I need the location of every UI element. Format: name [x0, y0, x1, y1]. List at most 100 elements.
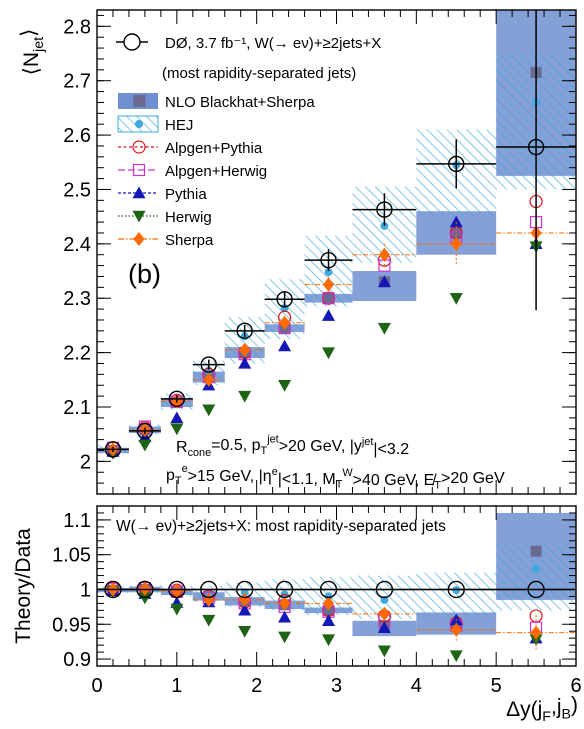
bot-herwig-point	[238, 626, 252, 638]
x-axis-label: Δy(jF​,jB​)	[506, 693, 578, 725]
bot-sherpa-point	[322, 596, 335, 611]
top-data-point	[276, 291, 293, 308]
top-data-point	[104, 441, 122, 458]
top-data-point	[320, 251, 337, 269]
top-sherpa-point	[279, 315, 291, 330]
bot-data-point	[447, 580, 465, 599]
bot-data-point	[319, 580, 338, 599]
legend-blackhat-marker	[133, 95, 146, 107]
bot-herwig-point	[138, 592, 152, 605]
bot-herwig-point	[202, 614, 216, 627]
bottom-y-axis-label: Theory/Data	[12, 528, 35, 644]
legend-header: DØ, 3.7 fb⁻¹, W(→ eν)+≥2jets+X	[165, 35, 381, 52]
top-blackhat-point	[450, 227, 462, 239]
top-herwig-point	[449, 293, 463, 305]
legend-sherpa-label: Sherpa	[165, 232, 214, 249]
top-sherpa-point	[378, 247, 390, 262]
top-sherpa-point	[450, 236, 462, 251]
top-sherpa-point	[203, 372, 215, 387]
bot-data-point	[527, 580, 545, 599]
top-data-point	[200, 356, 217, 373]
top-herwig-point	[377, 322, 391, 335]
top-data-point	[236, 322, 253, 340]
y-tick-label: 2.1	[63, 397, 91, 419]
bot-data-point	[275, 580, 294, 599]
panel-label: (b)	[128, 259, 161, 289]
cuts-line-1: Rcone​=0.5, pT​jet​>20 GeV, |yjet​|<3.2	[176, 433, 409, 458]
legend-pythia-label: Pythia	[165, 186, 207, 203]
bot-pythia-point	[238, 603, 252, 616]
top-data-point	[136, 422, 154, 440]
y-tick-label: 2.8	[63, 16, 91, 38]
top-sherpa-point	[322, 277, 335, 292]
top-pythia-point	[278, 339, 292, 352]
top-herwig-point	[138, 439, 152, 452]
legend-pythia-marker	[132, 186, 146, 199]
y-tick-label: 1.05	[52, 545, 91, 567]
top-blackhat-point	[323, 292, 335, 304]
top-data-point	[168, 390, 186, 408]
top-data-point	[448, 155, 465, 173]
legend-herwig-marker	[132, 210, 146, 223]
legend-subheader: (most rapidity-separated jets)	[162, 65, 356, 82]
x-tick-label: 0	[91, 675, 102, 697]
y-tick-label: 2.3	[63, 288, 91, 310]
bot-herwig-point	[322, 634, 336, 647]
top-pythia-point	[449, 215, 463, 228]
bot-hej-point	[240, 588, 249, 597]
top-sherpa-point	[239, 342, 251, 357]
top-herwig-point	[322, 347, 336, 360]
bot-data-point	[168, 580, 186, 599]
bot-pythia-point	[278, 610, 292, 623]
y-tick-label: 2.4	[63, 234, 91, 256]
y-tick-label: 2.7	[63, 71, 91, 93]
legend-alpgen-herwig-label: Alpgen+Herwig	[165, 163, 267, 180]
bot-pythia-point	[377, 621, 391, 633]
bot-blackhat-point	[530, 545, 542, 557]
y-tick-label: 1	[80, 579, 91, 601]
top-pythia-point	[322, 309, 336, 321]
bot-herwig-point	[449, 650, 463, 663]
top-markers	[97, 10, 576, 460]
legend-data-marker	[123, 33, 141, 51]
y-tick-label: 2	[80, 451, 91, 473]
top-data-point	[527, 138, 545, 156]
y-tick-label: 2.2	[63, 343, 91, 365]
y-tick-label: 2.5	[63, 179, 91, 201]
cuts-line-2: pT​e​>15 GeV, |ηe​|<1.1, MT​W​>40 GeV, E…	[166, 463, 505, 491]
top-herwig-point	[238, 390, 252, 403]
bot-sherpa-point	[530, 625, 542, 640]
y-tick-label: 1.1	[63, 510, 91, 532]
legend-alpgen-herwig-marker	[132, 163, 146, 177]
bot-sherpa-point	[378, 606, 390, 621]
top-pythia-point	[377, 275, 391, 288]
top-y-axis-label: ⟨Njet​⟩	[18, 29, 47, 76]
top-herwig-point	[278, 380, 292, 392]
bot-data-point	[375, 580, 394, 599]
bot-data-point	[235, 580, 254, 599]
legend-nlo-blackhat-sherpa-label: NLO Blackhat+Sherpa	[165, 94, 315, 111]
x-tick-label: 3	[331, 675, 342, 697]
bot-herwig-point	[170, 603, 184, 616]
bot-sherpa-point	[450, 622, 462, 637]
bot-sherpa-point	[279, 596, 291, 611]
legend-hej-label: HEJ	[165, 117, 193, 134]
bot-hej-band	[416, 572, 497, 618]
axes-ticks: 2 2.1 2.2 2.3 2.4 2.5 2.6 2.7 2.8 0.9 0.95 1 1.05 1.1…	[52, 10, 582, 697]
legend-sherpa-marker	[133, 232, 145, 246]
bot-data-point	[136, 580, 154, 599]
bot-data-point	[200, 580, 218, 599]
bot-herwig-point	[377, 645, 391, 658]
x-tick-label: 4	[411, 675, 422, 697]
bottom-panel-title: W(→ eν)+≥2jets+X: most rapidity-separate…	[116, 518, 446, 535]
top-herwig-point	[202, 404, 216, 417]
top-pythia-point	[170, 411, 184, 424]
y-tick-label: 2.6	[63, 125, 91, 147]
top-hej-point	[324, 268, 333, 277]
legend: DØ, 3.7 fb⁻¹, W(→ eν)+≥2jets+X (most rapi…	[116, 33, 381, 249]
legend-alpgen-pythia-marker	[132, 140, 146, 154]
legend-hej-marker	[135, 120, 143, 128]
x-tick-label: 5	[491, 675, 502, 697]
bot-herwig-point	[278, 631, 292, 644]
